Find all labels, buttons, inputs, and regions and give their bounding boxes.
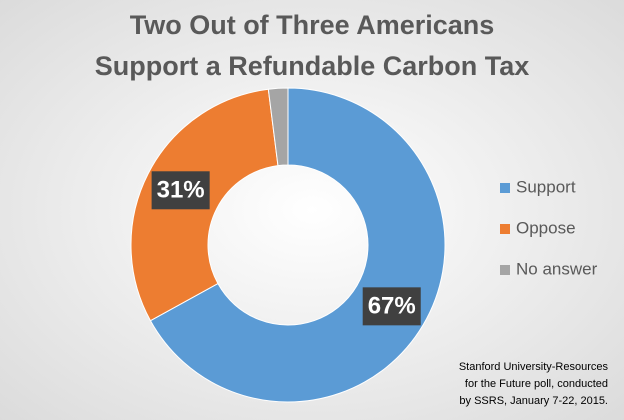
donut-segment bbox=[267, 87, 289, 167]
data-label-box bbox=[151, 171, 210, 210]
chart-title: Support a Refundable Carbon Tax bbox=[95, 51, 530, 81]
legend-swatch bbox=[500, 265, 510, 275]
legend-label: No answer bbox=[516, 259, 598, 278]
legend-swatch bbox=[500, 224, 510, 234]
data-label: 31% bbox=[157, 177, 205, 204]
data-label: 67% bbox=[368, 293, 416, 320]
legend-label: Oppose bbox=[516, 218, 576, 237]
legend-label: Support bbox=[516, 177, 576, 196]
source-note: Stanford University-Resources bbox=[459, 361, 609, 373]
data-label-box bbox=[362, 287, 421, 326]
chart-title: Two Out of Three Americans bbox=[130, 10, 495, 40]
source-note: by SSRS, January 7-22, 2015. bbox=[459, 395, 608, 407]
legend-swatch bbox=[500, 183, 510, 193]
source-note: for the Future poll, conducted bbox=[465, 378, 608, 390]
